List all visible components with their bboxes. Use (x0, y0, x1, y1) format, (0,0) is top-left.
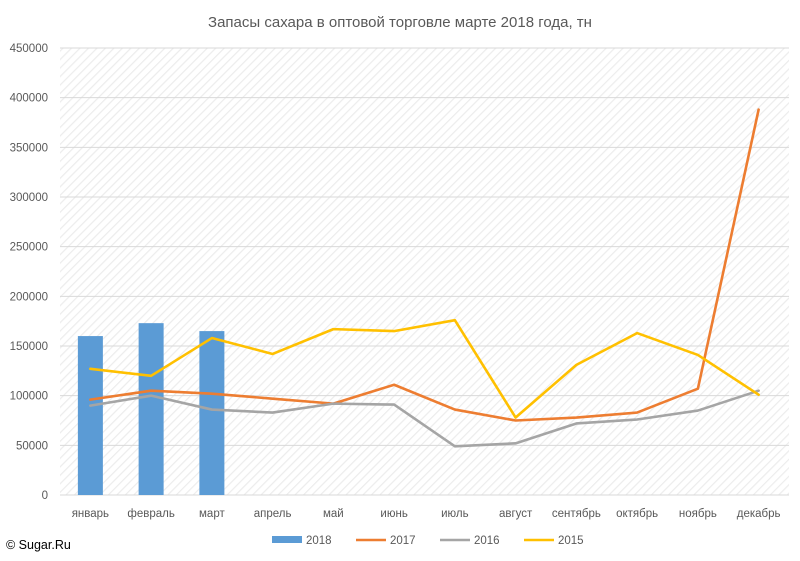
x-tick-label: май (323, 508, 344, 520)
y-tick-label: 450000 (10, 43, 48, 55)
chart-title: Запасы сахара в оптовой торговле марте 2… (208, 14, 592, 31)
bar-2018 (138, 323, 164, 495)
x-tick-label: сентябрь (552, 508, 601, 520)
legend: 2018 2017 2016 2015 (272, 535, 584, 547)
y-tick-label: 150000 (10, 341, 48, 353)
x-tick-label: август (499, 508, 533, 520)
bar-series (77, 323, 225, 495)
copyright-text: © Sugar.Ru (6, 538, 71, 552)
line-series (89, 108, 760, 448)
bar-2018 (77, 336, 103, 495)
x-tick-label: март (199, 508, 225, 520)
legend-label-2015: 2015 (558, 535, 584, 547)
x-tick-label: декабрь (737, 508, 781, 520)
series-line-2016 (89, 389, 760, 448)
gridlines (60, 47, 789, 496)
series-line-2017 (89, 108, 760, 422)
y-tick-label: 300000 (10, 192, 48, 204)
x-tick-label: июнь (380, 508, 407, 520)
legend-swatch-2018 (272, 536, 302, 543)
y-tick-label: 250000 (10, 242, 48, 254)
x-tick-label: февраль (127, 508, 174, 520)
x-tick-label: апрель (254, 508, 292, 520)
legend-label-2018: 2018 (306, 535, 332, 547)
y-tick-label: 400000 (10, 93, 48, 105)
y-axis: 0 50000 100000 150000 200000 250000 300000 3500… (10, 43, 48, 502)
y-tick-label: 100000 (10, 391, 48, 403)
x-tick-label: январь (72, 508, 109, 520)
x-tick-label: июль (441, 508, 469, 520)
y-tick-label: 200000 (10, 291, 48, 303)
plot-background (60, 48, 789, 495)
y-tick-label: 350000 (10, 142, 48, 154)
series-line-2015 (89, 318, 760, 419)
legend-label-2016: 2016 (474, 535, 500, 547)
x-axis: январь февраль март апрель май июнь июль август… (72, 508, 781, 520)
x-tick-label: октябрь (616, 508, 658, 520)
legend-label-2017: 2017 (390, 535, 416, 547)
x-tick-label: ноябрь (679, 508, 717, 520)
bar-2018 (199, 331, 225, 495)
y-tick-label: 0 (42, 490, 48, 502)
y-tick-label: 50000 (16, 440, 48, 452)
